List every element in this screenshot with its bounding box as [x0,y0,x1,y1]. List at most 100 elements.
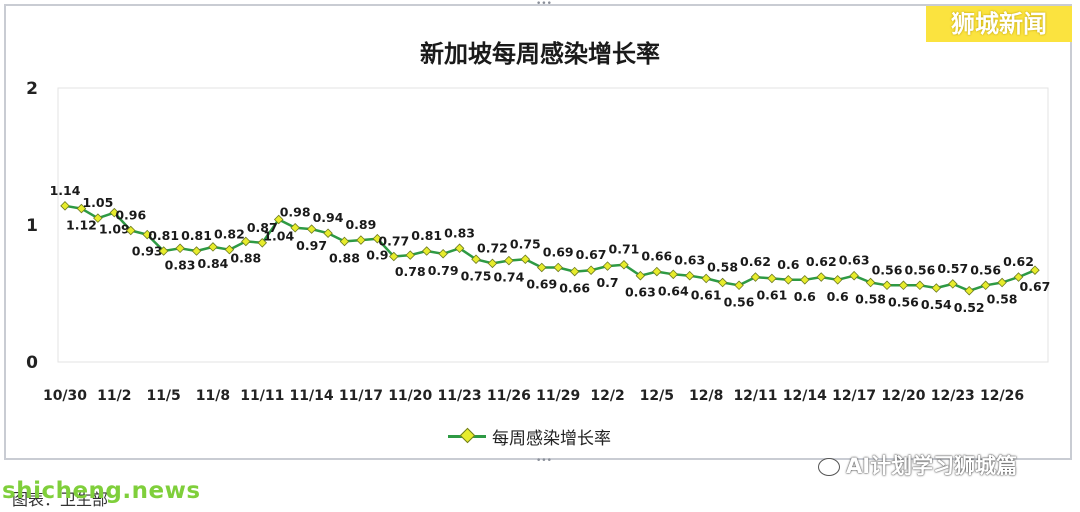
data-point [454,243,465,254]
data-point [471,254,481,265]
data-point [865,277,876,288]
data-label: 1.12 [66,218,97,233]
data-label: 0.52 [954,300,985,315]
legend-line-swatch [448,427,486,443]
data-label: 0.69 [543,244,574,259]
data-point [421,246,432,256]
data-label: 0.61 [756,287,787,302]
x-tick-label: 12/14 [783,388,827,404]
data-label: 0.75 [510,236,541,251]
data-label: 0.63 [625,285,656,300]
data-point [158,246,169,256]
data-point [208,242,218,252]
data-point [356,235,366,245]
data-point [586,265,596,275]
data-label: 0.56 [970,262,1001,277]
data-label: 0.96 [115,207,146,222]
data-point [832,275,843,285]
data-label: 0.62 [806,254,837,269]
data-label: 1.14 [50,183,81,198]
data-point [125,225,136,236]
data-label: 0.84 [198,256,229,271]
data-label: 0.89 [345,217,376,232]
data-label: 0.97 [296,238,327,253]
data-label: 0.67 [1020,279,1051,294]
data-point [602,261,613,271]
data-label: 1.04 [263,229,294,244]
data-point [142,229,152,240]
data-point [701,273,711,284]
data-point [175,243,185,254]
data-point [241,236,251,247]
legend-label: 每周感染增长率 [492,428,611,449]
data-point [389,251,399,262]
data-label: 0.83 [444,225,475,240]
data-point [273,214,284,225]
x-tick-label: 11/5 [146,388,180,404]
data-point [438,249,448,259]
data-point [323,228,333,238]
site-watermark: shicheng.news [2,478,201,504]
data-point [487,258,498,269]
data-point [931,283,942,293]
data-point [306,224,317,234]
data-point [339,236,350,247]
data-point [898,280,909,291]
y-tick-label: 1 [26,216,38,236]
data-label: 0.77 [378,234,409,249]
data-label: 0.64 [658,283,689,298]
x-tick-label: 11/2 [97,388,131,404]
data-label: 0.62 [1003,254,1034,269]
data-point [290,222,300,233]
data-label: 0.57 [937,261,968,276]
data-point [652,266,662,277]
x-tick-label: 12/23 [931,388,975,404]
data-point [964,285,974,296]
plot-area [57,87,1049,363]
data-point [619,259,629,270]
resize-handle-top-icon[interactable]: ••• [536,0,552,9]
data-point [668,269,679,280]
data-label: 0.93 [132,244,163,259]
data-label: 0.69 [526,276,557,291]
resize-handle-bottom-icon[interactable]: ••• [536,456,552,466]
data-label: 0.98 [280,205,311,220]
data-point [60,201,70,211]
data-label: 0.78 [395,264,426,279]
data-label: 0.58 [987,292,1018,307]
data-label: 0.9 [366,248,388,263]
data-point [504,255,514,266]
data-point [717,277,728,288]
data-point [109,207,120,218]
data-label: 0.61 [691,287,722,302]
data-point [191,246,202,256]
data-point [750,272,761,282]
data-label: 0.94 [313,210,344,225]
data-label: 0.75 [461,268,492,283]
wechat-watermark-text: AI计划学习狮城篇 [846,454,1018,478]
data-label: 0.62 [740,254,771,269]
x-tick-label: 12/2 [590,388,624,404]
chart-title: 新加坡每周感染增长率 [420,40,660,68]
data-point [882,280,892,291]
x-tick-label: 11/17 [339,388,383,404]
data-label: 0.81 [181,228,212,243]
data-label: 0.67 [576,247,607,262]
chart-frame: ••• ••• [4,0,1072,466]
data-label: 0.81 [411,228,442,243]
data-point [536,262,547,273]
wechat-watermark: AI计划学习狮城篇 [818,450,1017,480]
data-label: 0.6 [794,289,816,304]
data-label: 0.58 [707,260,738,275]
data-point [734,280,744,291]
data-point [767,273,777,284]
data-point [569,266,580,277]
x-tick-label: 12/20 [881,388,925,404]
x-tick-label: 11/8 [196,388,230,404]
data-label: 0.71 [609,242,640,257]
data-label: 0.56 [904,262,935,277]
x-tick-label: 11/14 [290,388,334,404]
data-point [980,280,991,291]
data-point [520,254,531,265]
